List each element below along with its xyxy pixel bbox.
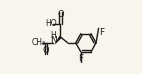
Text: O: O (43, 46, 49, 55)
Polygon shape (54, 36, 62, 45)
Text: CH₃: CH₃ (32, 38, 46, 47)
Text: HO: HO (45, 19, 57, 28)
Text: H: H (51, 31, 57, 40)
Text: F: F (99, 28, 104, 37)
Text: F: F (78, 54, 83, 63)
Text: O: O (58, 11, 64, 19)
Text: N: N (50, 36, 57, 46)
